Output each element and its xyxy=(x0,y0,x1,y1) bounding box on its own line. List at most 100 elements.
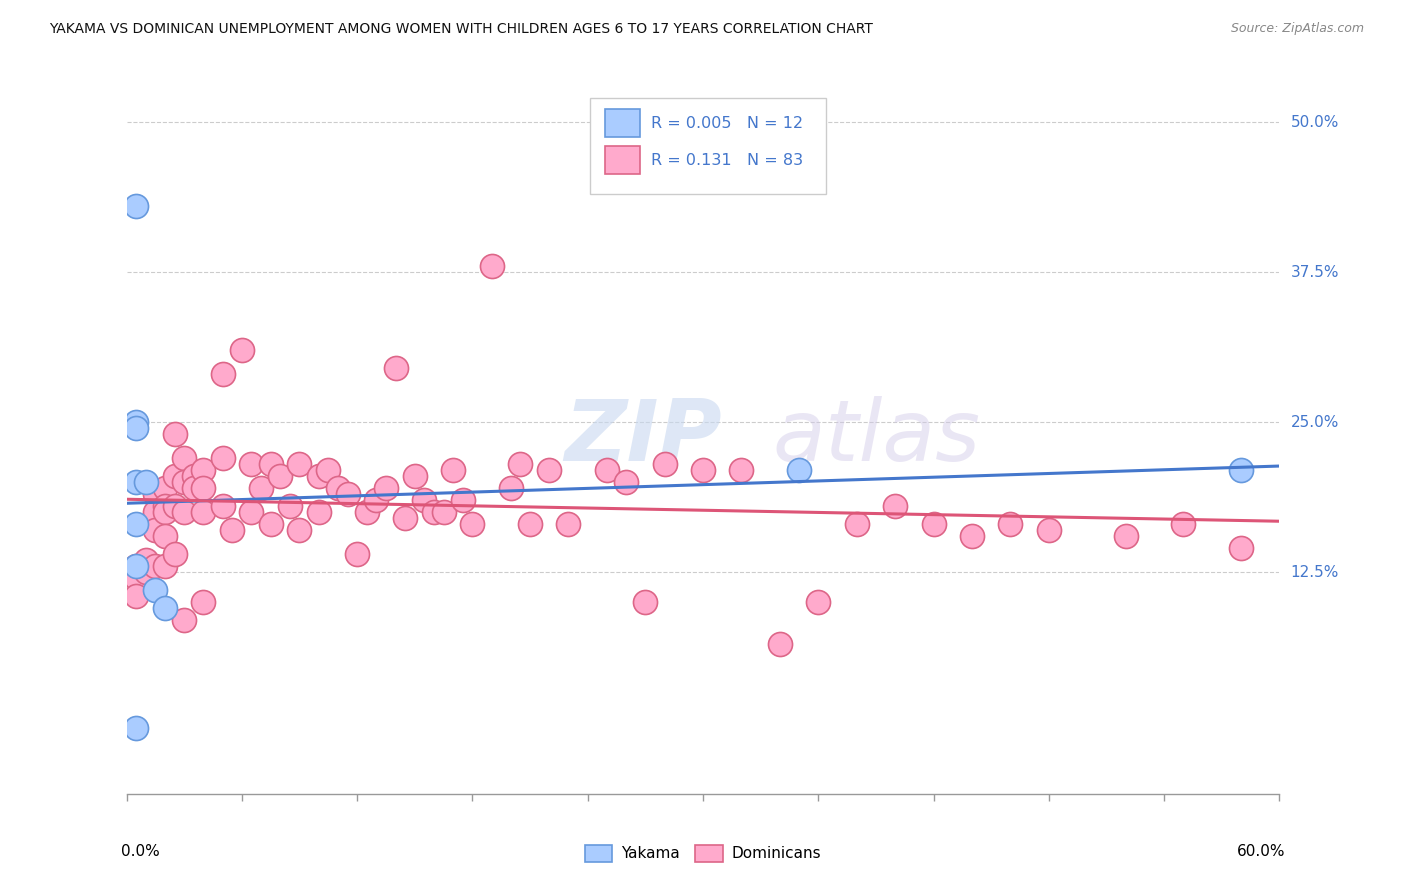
Point xyxy=(884,499,907,513)
Point xyxy=(125,559,148,574)
Point xyxy=(288,523,311,537)
Point xyxy=(461,516,484,531)
Point xyxy=(211,499,233,513)
Text: Source: ZipAtlas.com: Source: ZipAtlas.com xyxy=(1230,22,1364,36)
Point xyxy=(163,427,186,442)
Point xyxy=(654,457,676,471)
Point xyxy=(250,481,273,495)
FancyBboxPatch shape xyxy=(591,98,827,194)
Point xyxy=(269,469,291,483)
Point xyxy=(125,475,148,489)
Point xyxy=(135,475,157,489)
Point xyxy=(153,481,176,495)
Point xyxy=(125,571,148,585)
Point xyxy=(1115,529,1137,543)
Point xyxy=(193,595,215,609)
Point xyxy=(922,516,945,531)
Text: R = 0.005   N = 12: R = 0.005 N = 12 xyxy=(651,116,803,130)
Point xyxy=(423,505,446,519)
Point xyxy=(481,259,503,273)
Point xyxy=(366,493,388,508)
Point xyxy=(259,516,281,531)
Point xyxy=(807,595,830,609)
Point xyxy=(231,343,253,358)
Point xyxy=(135,565,157,579)
Point xyxy=(211,367,233,381)
Point xyxy=(308,505,330,519)
Point xyxy=(499,481,522,495)
Point xyxy=(441,463,464,477)
Point xyxy=(278,499,301,513)
Point xyxy=(163,499,186,513)
Point xyxy=(173,505,195,519)
Point xyxy=(145,559,166,574)
Text: 25.0%: 25.0% xyxy=(1291,415,1339,430)
Point xyxy=(163,469,186,483)
Point xyxy=(135,553,157,567)
Point xyxy=(356,505,378,519)
Point xyxy=(183,469,205,483)
Point xyxy=(173,475,195,489)
Point xyxy=(451,493,474,508)
Point xyxy=(1173,516,1195,531)
Point xyxy=(221,523,243,537)
Point xyxy=(960,529,983,543)
Text: 50.0%: 50.0% xyxy=(1291,115,1339,129)
Point xyxy=(153,529,176,543)
Point xyxy=(1000,516,1022,531)
Point xyxy=(193,505,215,519)
Point xyxy=(692,463,714,477)
Point xyxy=(1038,523,1060,537)
Point xyxy=(634,595,657,609)
Point xyxy=(125,721,148,735)
Point xyxy=(193,463,215,477)
Text: 37.5%: 37.5% xyxy=(1291,265,1339,280)
Point xyxy=(308,469,330,483)
Point xyxy=(153,505,176,519)
Point xyxy=(346,547,368,561)
Point xyxy=(153,601,176,615)
Point xyxy=(769,637,792,651)
FancyBboxPatch shape xyxy=(605,146,640,175)
Point xyxy=(596,463,619,477)
Text: atlas: atlas xyxy=(772,395,980,479)
Point xyxy=(125,421,148,435)
Point xyxy=(318,463,340,477)
Point xyxy=(153,559,176,574)
Point xyxy=(125,199,148,213)
Point xyxy=(509,457,531,471)
Point xyxy=(538,463,561,477)
FancyBboxPatch shape xyxy=(605,109,640,137)
Point xyxy=(557,516,579,531)
Point xyxy=(153,499,176,513)
Point xyxy=(288,457,311,471)
Text: YAKAMA VS DOMINICAN UNEMPLOYMENT AMONG WOMEN WITH CHILDREN AGES 6 TO 17 YEARS CO: YAKAMA VS DOMINICAN UNEMPLOYMENT AMONG W… xyxy=(49,22,873,37)
Legend: Yakama, Dominicans: Yakama, Dominicans xyxy=(578,838,828,868)
Point xyxy=(163,547,186,561)
Point xyxy=(125,516,148,531)
Point xyxy=(145,487,166,501)
Point xyxy=(145,505,166,519)
Point xyxy=(193,481,215,495)
Point xyxy=(845,516,868,531)
Point xyxy=(211,451,233,466)
Point xyxy=(336,487,359,501)
Point xyxy=(183,481,205,495)
Point xyxy=(394,511,416,525)
Point xyxy=(125,559,148,574)
Point xyxy=(240,505,263,519)
Point xyxy=(173,451,195,466)
Point xyxy=(259,457,281,471)
Point xyxy=(145,523,166,537)
Point xyxy=(125,415,148,429)
Point xyxy=(240,457,263,471)
Text: 0.0%: 0.0% xyxy=(121,844,159,859)
Text: ZIP: ZIP xyxy=(565,395,723,479)
Point xyxy=(1230,463,1253,477)
Point xyxy=(1230,541,1253,555)
Point xyxy=(433,505,456,519)
Point xyxy=(519,516,541,531)
Point xyxy=(384,361,406,376)
Point xyxy=(125,589,148,603)
Point xyxy=(374,481,398,495)
